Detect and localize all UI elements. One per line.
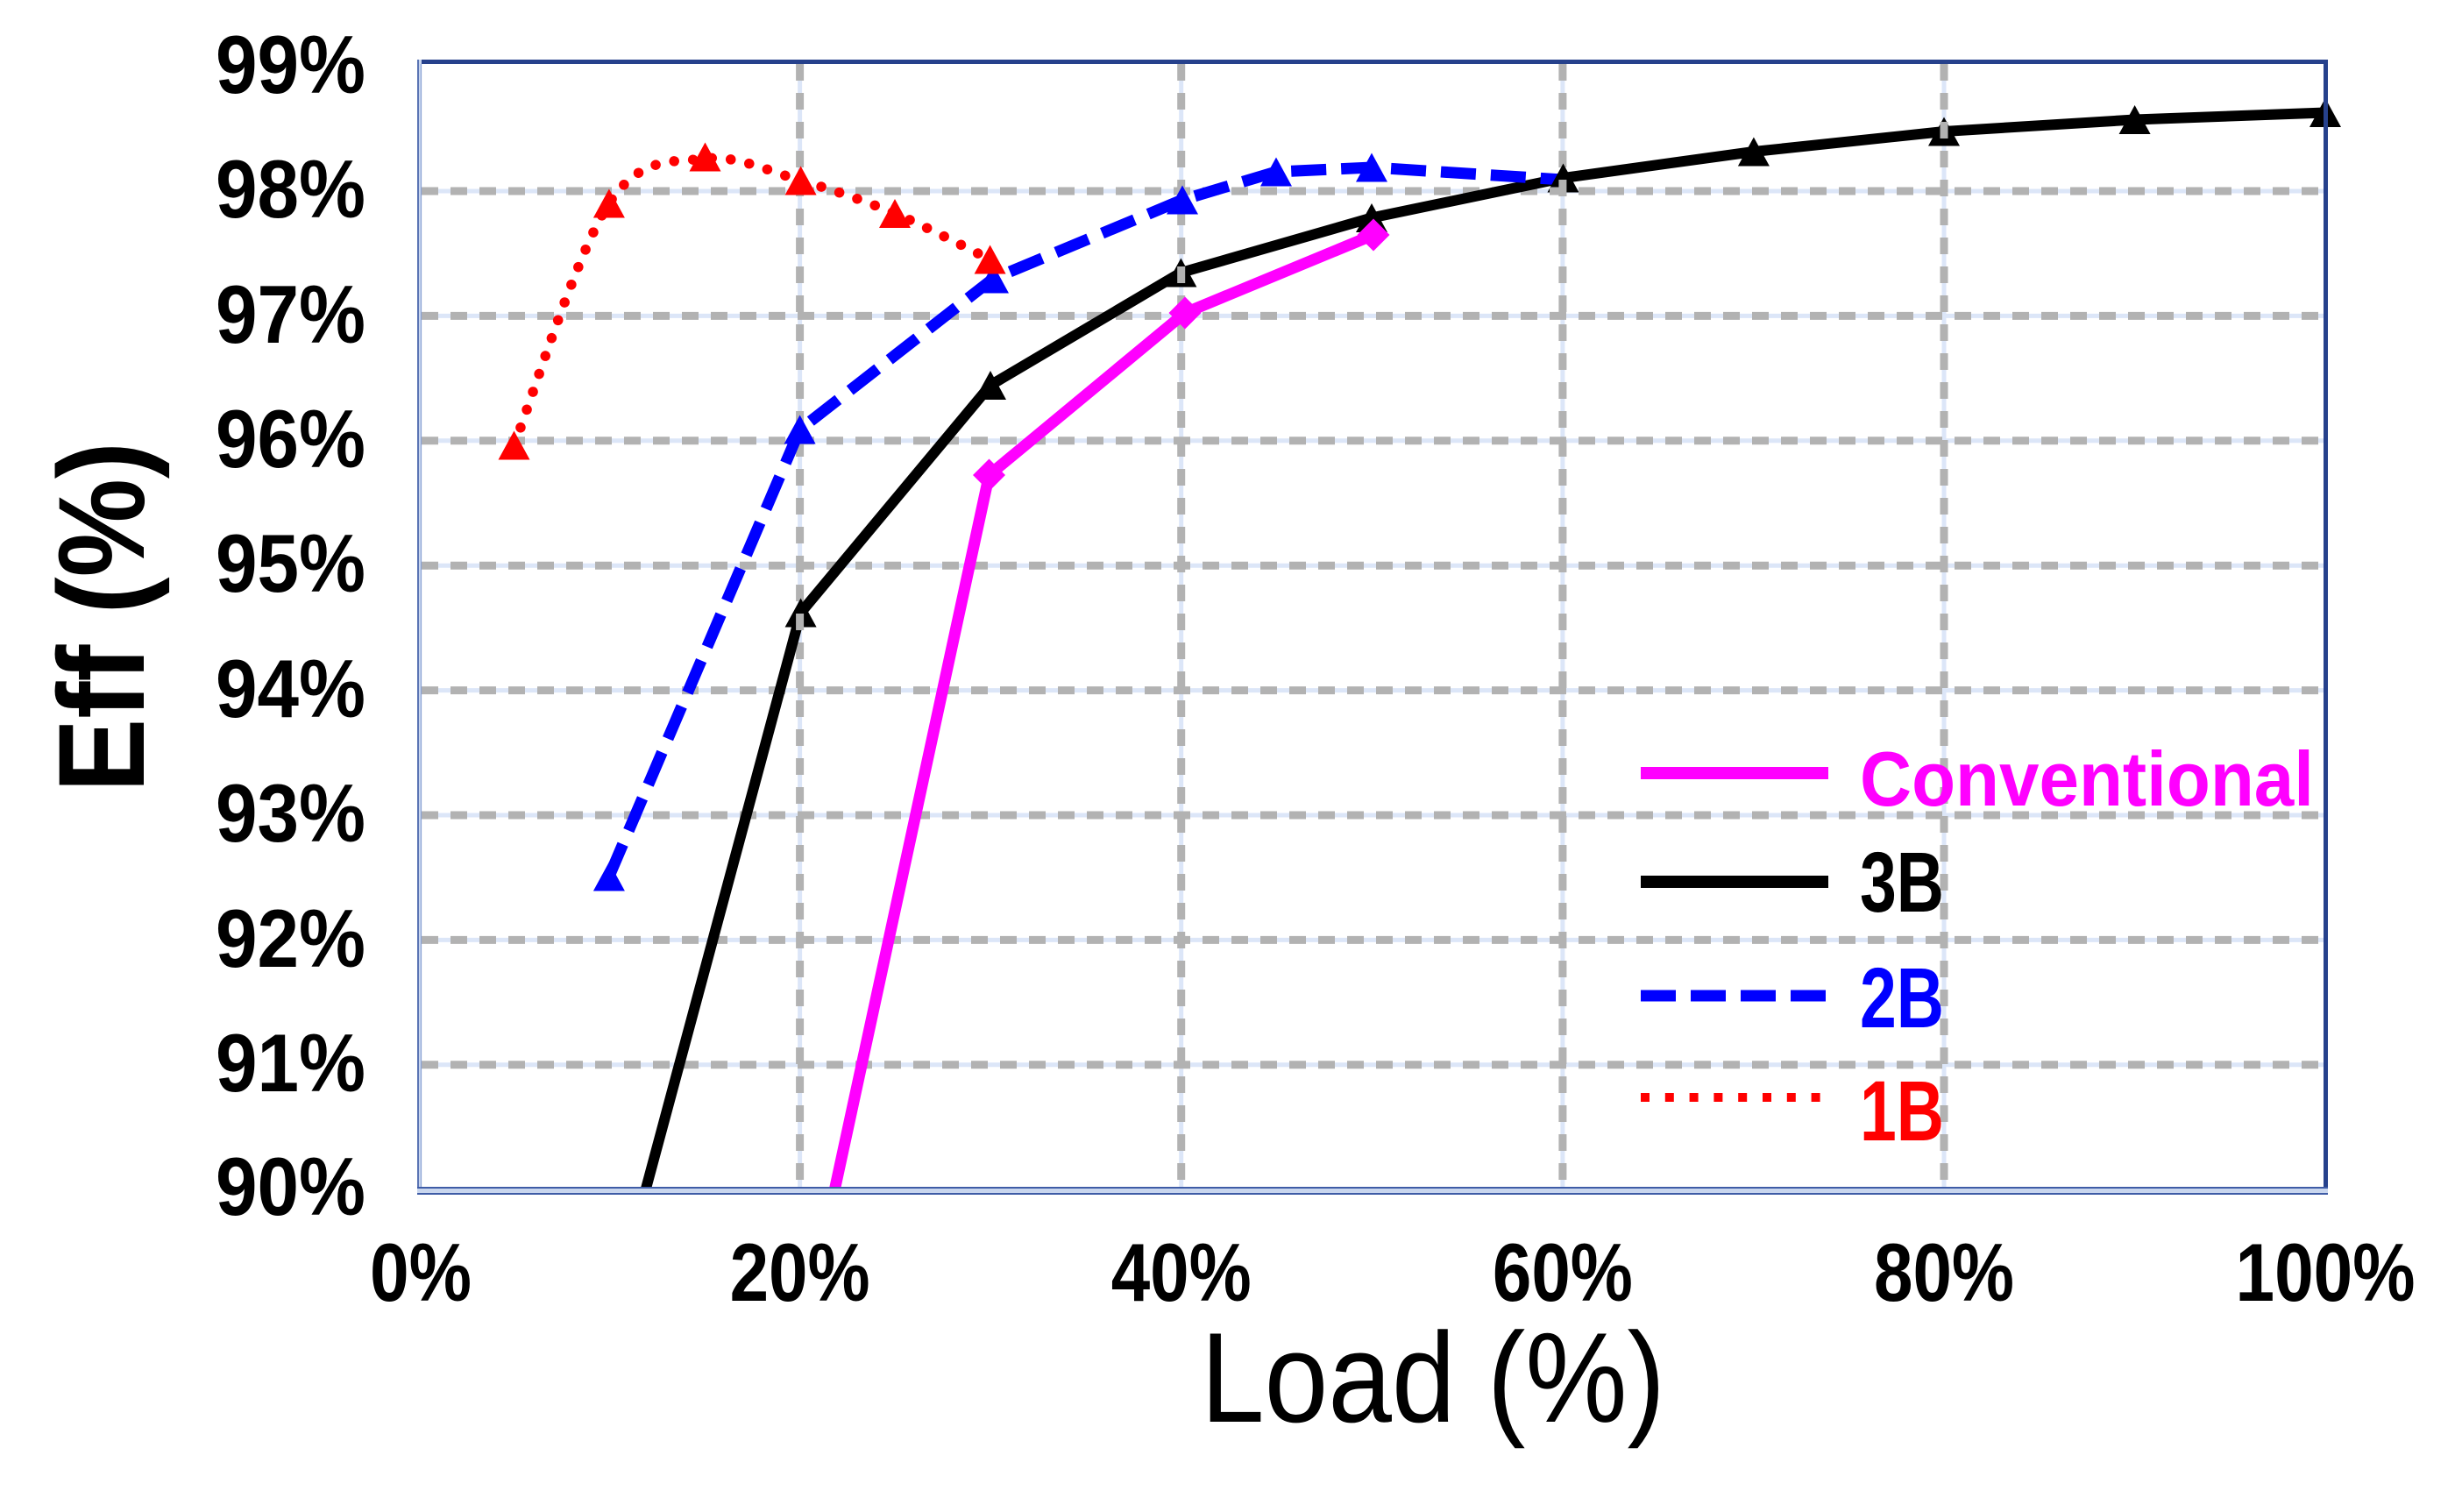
svg-text:93%: 93% [216, 767, 365, 859]
svg-text:96%: 96% [216, 393, 365, 485]
svg-text:80%: 80% [1874, 1226, 2014, 1318]
svg-text:91%: 91% [216, 1017, 365, 1109]
svg-text:90%: 90% [216, 1140, 365, 1232]
svg-text:1B: 1B [1860, 1063, 1944, 1159]
svg-text:92%: 92% [216, 892, 365, 984]
svg-text:98%: 98% [216, 143, 365, 235]
svg-text:97%: 97% [216, 268, 365, 360]
svg-text:95%: 95% [216, 517, 365, 609]
svg-text:40%: 40% [1111, 1226, 1252, 1318]
svg-text:94%: 94% [216, 642, 365, 735]
svg-text:100%: 100% [2236, 1226, 2416, 1318]
svg-text:60%: 60% [1493, 1226, 1633, 1318]
svg-text:0%: 0% [370, 1226, 472, 1318]
svg-text:99%: 99% [216, 18, 365, 110]
svg-text:Eff (%): Eff (%) [32, 442, 170, 792]
svg-text:2B: 2B [1860, 950, 1944, 1046]
svg-text:20%: 20% [730, 1226, 870, 1318]
svg-text:3B: 3B [1860, 834, 1944, 930]
svg-text:Load (%): Load (%) [1201, 1306, 1665, 1449]
svg-text:Conventional: Conventional [1860, 735, 2314, 822]
